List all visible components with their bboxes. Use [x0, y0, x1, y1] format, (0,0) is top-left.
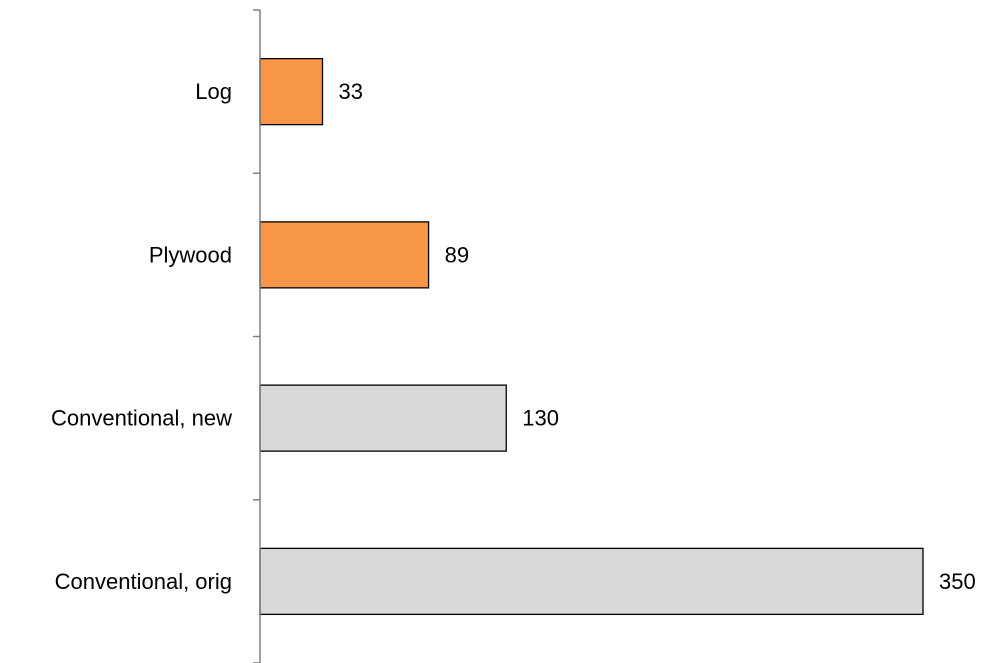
category-label: Log: [195, 79, 232, 104]
category-axis: [253, 9, 261, 663]
category-label: Conventional, new: [51, 406, 232, 431]
data-label: 33: [339, 79, 363, 104]
labels-layer: Log 33 Plywood 89 Conventional, new 130 Conven…: [51, 79, 976, 594]
bar: [259, 57, 324, 126]
data-label: 130: [522, 406, 559, 431]
category-label: Conventional, orig: [55, 569, 232, 594]
data-label: 89: [445, 242, 469, 267]
bar: [259, 221, 430, 289]
category-label: Plywood: [149, 242, 232, 267]
data-label: 350: [939, 569, 976, 594]
bar: [259, 547, 924, 616]
bar: [259, 384, 507, 452]
bars-layer: [259, 57, 924, 616]
